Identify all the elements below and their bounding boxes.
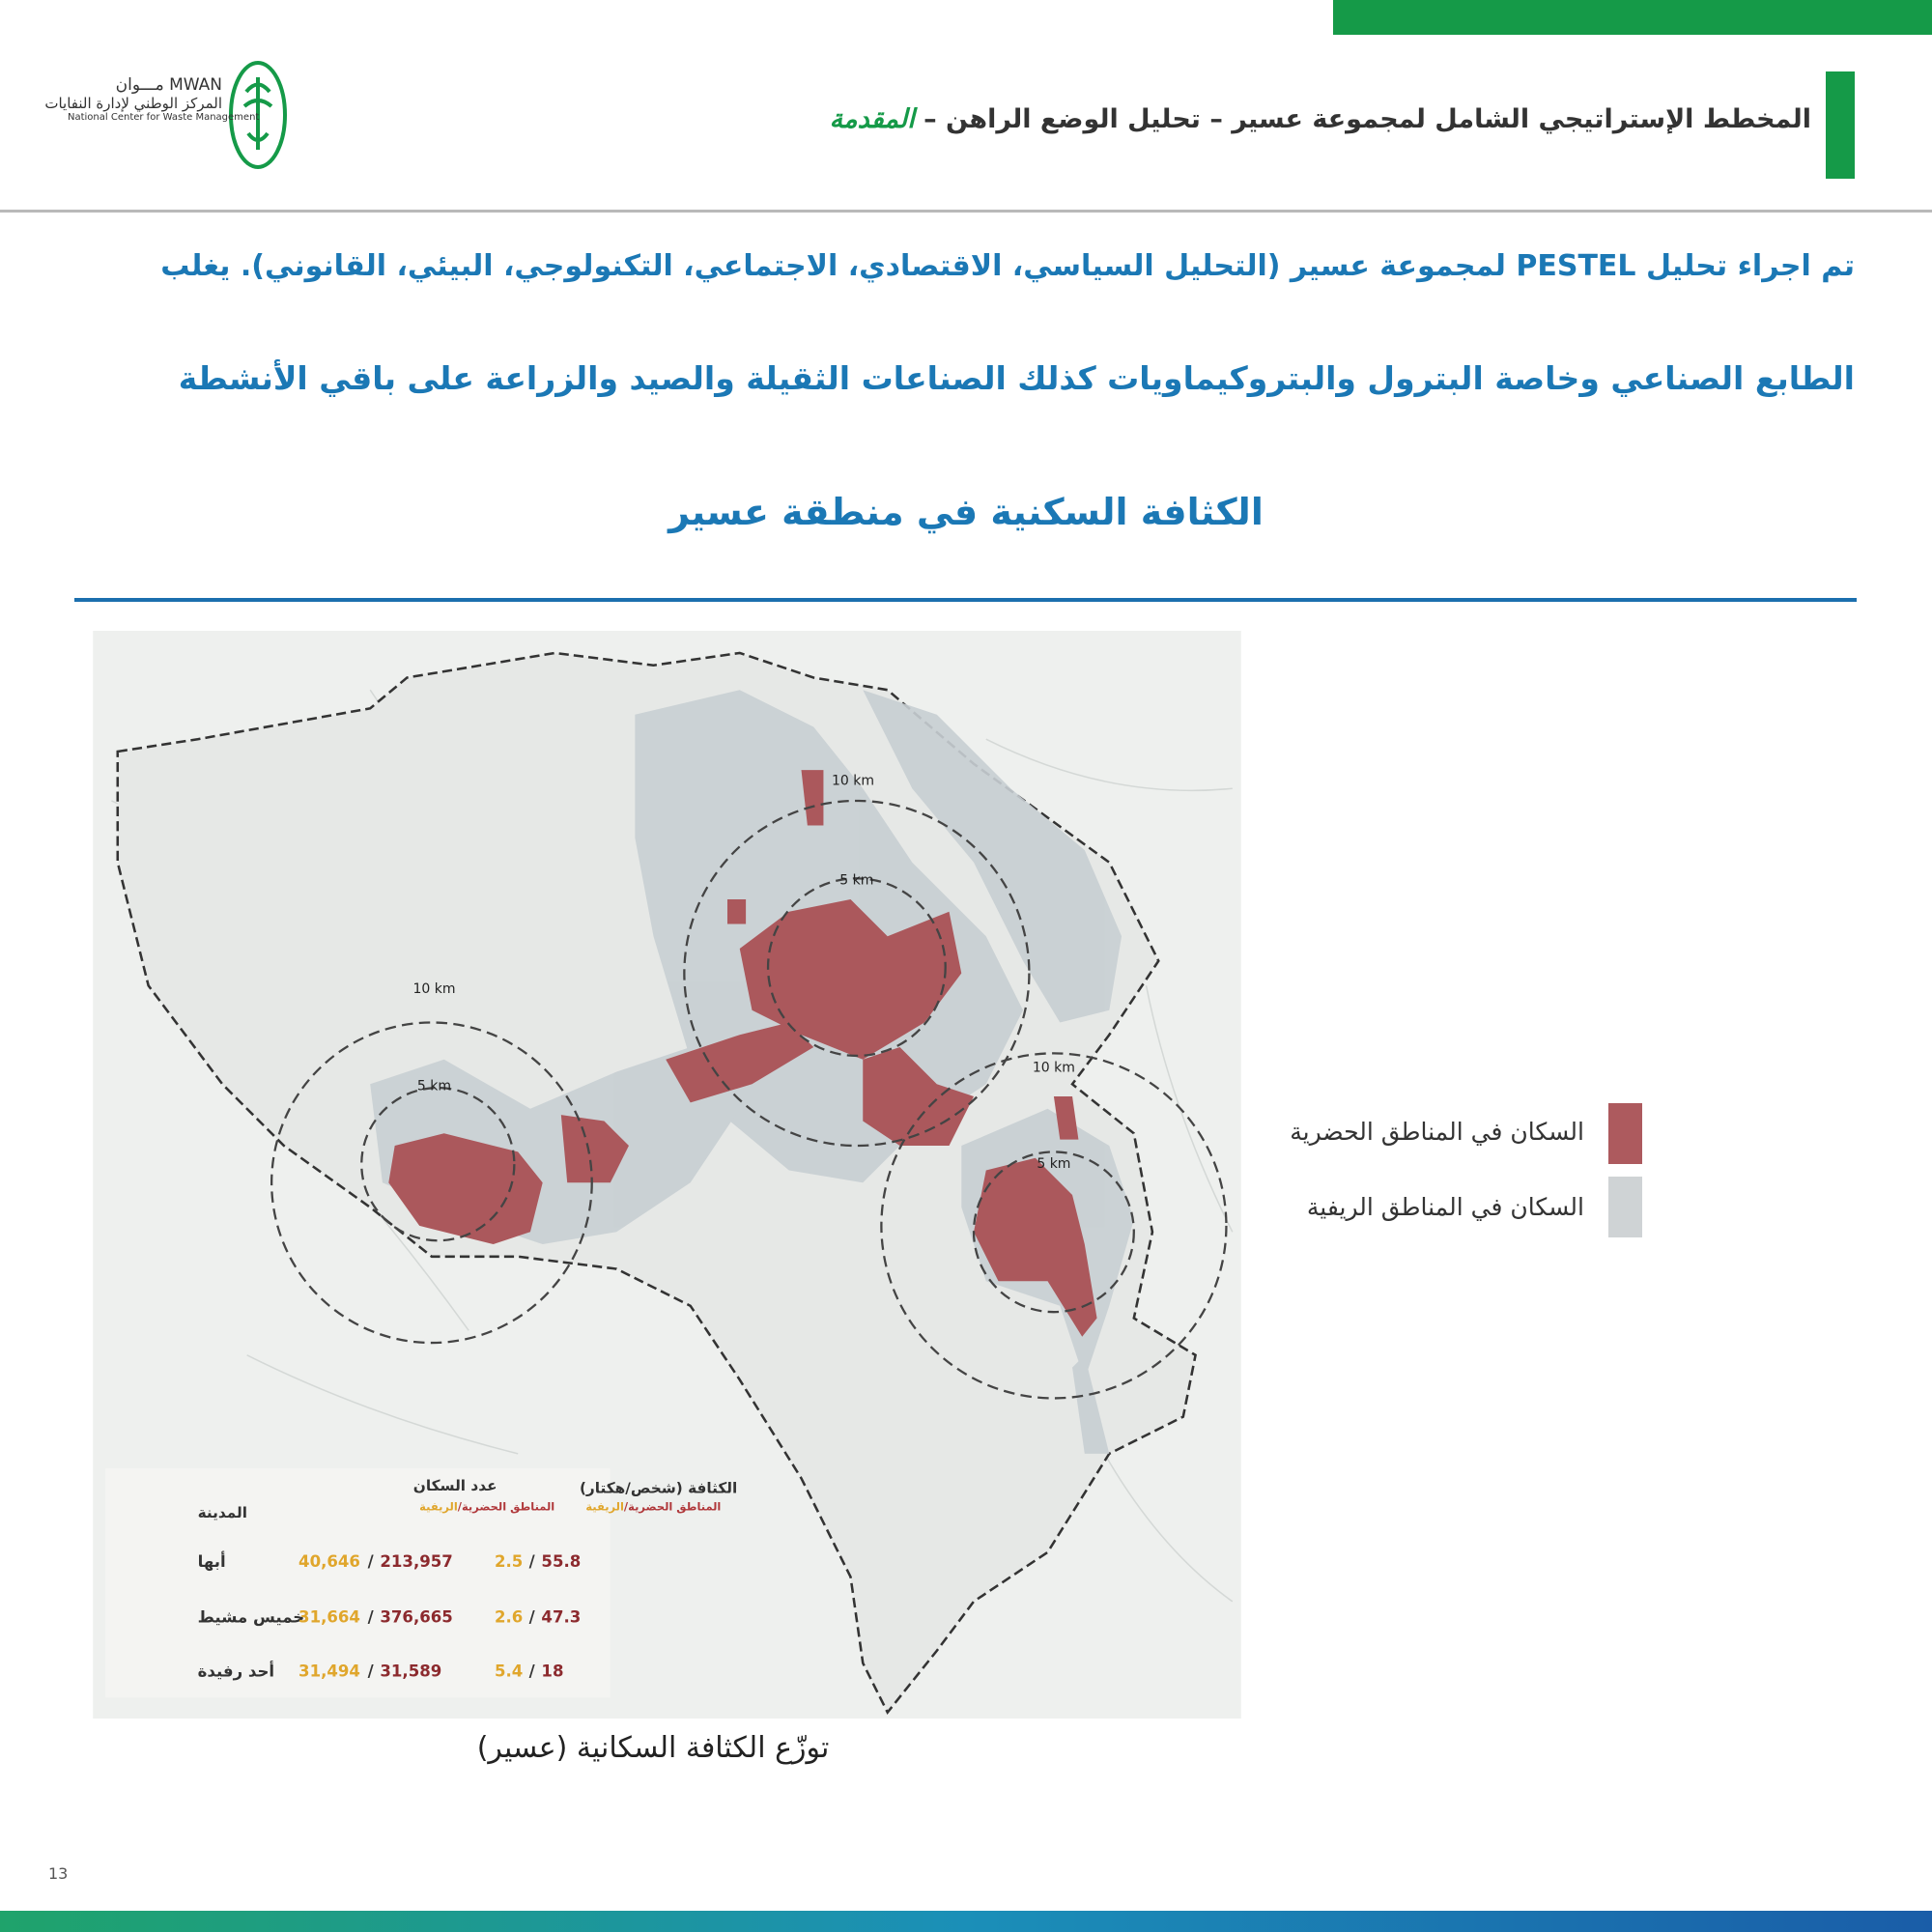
caption: توزّع الكثافة السكانية (عسير) xyxy=(476,1731,830,1765)
top-bar xyxy=(1333,0,1932,35)
heading: الكثافة السكنية في منطقة عسير xyxy=(668,491,1264,533)
table-sep: / xyxy=(529,1662,536,1681)
logo-text: مـــوان MWAN المركز الوطني لإدارة النفاي… xyxy=(44,75,260,123)
paragraph-line: تم اجراء تحليل PESTEL لمجموعة عسير (التح… xyxy=(160,249,1855,283)
table-sep: / xyxy=(529,1552,536,1571)
table-value: 31,589 xyxy=(380,1662,441,1681)
table-header: الكثافة (شخص/هكتار) xyxy=(580,1480,737,1497)
divider xyxy=(74,598,1857,602)
table-value: 376,665 xyxy=(380,1608,452,1627)
logo-emblem xyxy=(229,61,287,169)
table-header: المدينة xyxy=(198,1504,247,1521)
header: المخطط الإستراتيجي الشامل لمجموعة عسير –… xyxy=(830,104,1811,134)
table-sep: / xyxy=(529,1608,536,1627)
table-value: 31,494 xyxy=(298,1662,360,1681)
circle-label: 5 km xyxy=(839,873,873,889)
table-sep: / xyxy=(368,1552,375,1571)
table-value: 31,664 xyxy=(298,1608,360,1627)
table-header: عدد السكان xyxy=(413,1477,497,1494)
page-number: 13 xyxy=(48,1864,69,1883)
circle-label: 5 km xyxy=(417,1079,451,1094)
logo-org-en: National Center for Waste Management xyxy=(68,112,260,123)
circle-label: 10 km xyxy=(1033,1061,1075,1076)
legend-label: السكان في المناطق الحضرية xyxy=(1290,1118,1584,1146)
table-value: 213,957 xyxy=(380,1552,452,1571)
table-sep: / xyxy=(368,1662,375,1681)
legend-swatch xyxy=(1608,1177,1642,1237)
table-value: 5.4 xyxy=(495,1662,523,1681)
logo-org-ar: المركز الوطني لإدارة النفايات xyxy=(44,95,222,112)
logo-name-ar: مـــوان xyxy=(115,75,164,95)
table-value: 18 xyxy=(541,1662,563,1681)
divider xyxy=(0,210,1932,213)
table-city: خميس مشيط xyxy=(198,1608,305,1627)
table-city: أبها xyxy=(198,1550,226,1572)
legend-swatch xyxy=(1608,1103,1642,1164)
map: 10 km 5 km 10 km 5 km 10 km 5 km المدينة… xyxy=(93,631,1241,1719)
logo-name-en: MWAN xyxy=(169,75,222,95)
table-subheader: المناطق الحضرية/الريفية xyxy=(585,1499,721,1513)
table-sep: / xyxy=(368,1608,375,1627)
legend-label: السكان في المناطق الريفية xyxy=(1306,1193,1584,1221)
table-city: أحد رفيدة xyxy=(198,1661,274,1681)
header-bar xyxy=(1826,71,1855,179)
bottom-bar xyxy=(0,1911,1932,1932)
table-value: 2.5 xyxy=(495,1552,523,1571)
circle-label: 10 km xyxy=(412,981,455,997)
paragraph-line: الطابع الصناعي وخاصة البترول والبتروكيما… xyxy=(178,359,1855,397)
table-subheader: المناطق الحضرية/الريفية xyxy=(419,1499,554,1513)
table-value: 55.8 xyxy=(541,1552,581,1571)
table-value: 2.6 xyxy=(495,1608,523,1627)
header-title: المخطط الإستراتيجي الشامل لمجموعة عسير –… xyxy=(923,104,1811,134)
circle-label: 5 km xyxy=(1037,1156,1070,1172)
circle-label: 10 km xyxy=(832,773,874,788)
table-value: 40,646 xyxy=(298,1552,360,1571)
header-section: المقدمة xyxy=(829,104,915,134)
table-value: 47.3 xyxy=(541,1608,581,1627)
